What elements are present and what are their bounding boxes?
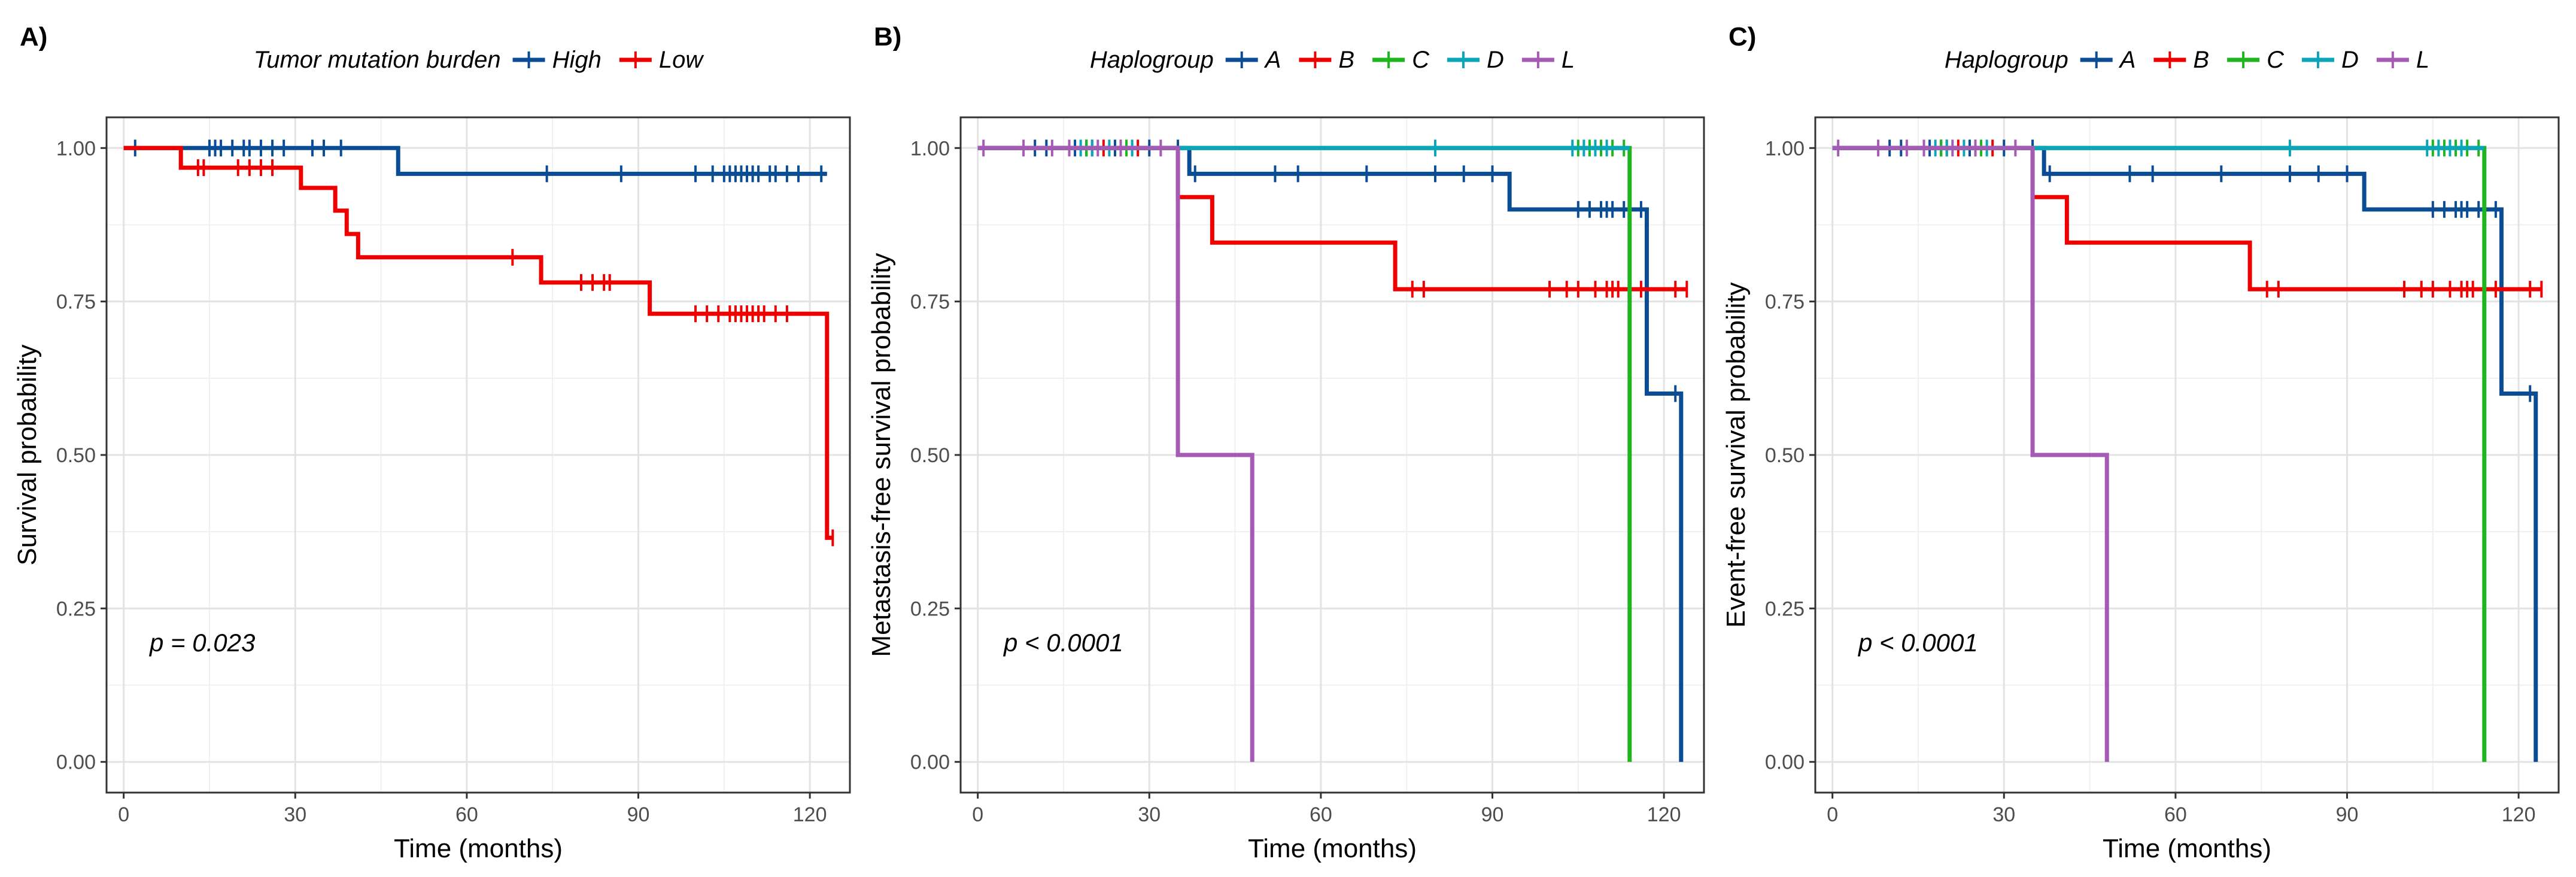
x-tick-label: 30 (1992, 803, 2015, 826)
x-tick-label: 0 (1827, 803, 1838, 826)
km-curve-low (123, 145, 833, 540)
x-tick-label: 30 (1138, 803, 1161, 826)
legend-label: Low (659, 47, 704, 73)
y-tick-label: 0.75 (56, 291, 96, 314)
legend-item-d: D (1447, 47, 1504, 73)
y-tick-label: 0.50 (1765, 444, 1805, 467)
y-tick-label: 0.00 (910, 751, 950, 774)
x-tick-label: 0 (118, 803, 129, 826)
legend-label: A (2119, 47, 2136, 73)
series-low (123, 145, 834, 547)
legend: Haplogroup A B C D L (1090, 47, 1575, 73)
legend-label: A (1264, 47, 1281, 73)
y-tick-label: 0.50 (910, 444, 950, 467)
legend: Haplogroup A B C D L (1945, 47, 2429, 73)
y-tick-label: 0.75 (1765, 291, 1805, 314)
y-tick-label: 0.25 (1765, 597, 1805, 620)
series-high (123, 139, 827, 183)
km-panel-1: 0 30 60 90 120 0.00 0.25 0.50 0.75 1.00 p = 0.023 T… (13, 22, 851, 863)
y-axis-title: Metastasis-free survival probability (867, 253, 896, 657)
legend-title: Haplogroup (1090, 47, 1214, 73)
x-tick-label: 60 (2164, 803, 2187, 826)
legend-item-high: High (512, 47, 602, 73)
legend-item-a: A (1225, 47, 1281, 73)
panel-border (1814, 116, 2560, 794)
x-axis-title: Time (months) (1248, 834, 1417, 863)
legend-label: L (2416, 47, 2429, 73)
p-value: p = 0.023 (148, 629, 255, 657)
y-tick-label: 1.00 (1765, 137, 1805, 160)
legend-label: High (552, 47, 602, 73)
legend-item-b: B (1299, 47, 1354, 73)
x-tick-label: 60 (455, 803, 478, 826)
panel-border (959, 116, 1705, 794)
p-value: p < 0.0001 (1857, 629, 1978, 657)
y-tick-label: 0.00 (56, 751, 96, 774)
legend-item-low: Low (619, 47, 704, 73)
x-tick-label: 120 (1647, 803, 1681, 826)
km-curve-l (1832, 145, 2109, 762)
legend-item-a: A (2080, 47, 2136, 73)
panel-letter: A) (20, 22, 47, 51)
x-tick-label: 30 (284, 803, 306, 826)
legend-label: C (1412, 47, 1430, 73)
legend-item-c: C (2227, 47, 2285, 73)
x-tick-label: 0 (972, 803, 983, 826)
x-tick-label: 120 (2502, 803, 2536, 826)
legend-item-l: L (2376, 47, 2429, 73)
km-panel-3: 0 30 60 90 120 0.00 0.25 0.50 0.75 1.00 p < 0.0001… (1721, 22, 2560, 863)
x-tick-label: 60 (1310, 803, 1332, 826)
y-tick-label: 0.25 (910, 597, 950, 620)
y-tick-label: 1.00 (56, 137, 96, 160)
x-tick-label: 90 (1481, 803, 1504, 826)
panel-letter: B) (874, 22, 901, 51)
legend-item-c: C (1372, 47, 1430, 73)
y-axis-title: Event-free survival probability (1721, 282, 1751, 627)
y-tick-label: 0.25 (56, 597, 96, 620)
legend-title: Tumor mutation burden (254, 47, 501, 73)
x-axis-title: Time (months) (394, 834, 563, 863)
km-curve-a (1832, 145, 2538, 762)
p-value: p < 0.0001 (1003, 629, 1123, 657)
legend-label: D (2341, 47, 2359, 73)
legend-label: C (2267, 47, 2285, 73)
legend-label: B (2193, 47, 2209, 73)
panel-letter: C) (1729, 22, 1756, 51)
legend-item-b: B (2153, 47, 2209, 73)
legend: Tumor mutation burden High Low (254, 47, 705, 73)
legend-label: B (1338, 47, 1354, 73)
panel-border (105, 116, 851, 794)
y-tick-label: 0.00 (1765, 751, 1805, 774)
x-tick-label: 90 (627, 803, 650, 826)
legend-label: L (1562, 47, 1575, 73)
legend-label: D (1487, 47, 1504, 73)
legend-item-d: D (2301, 47, 2359, 73)
series-l (977, 139, 1254, 762)
x-tick-label: 90 (2336, 803, 2359, 826)
y-tick-label: 0.75 (910, 291, 950, 314)
series-a (1832, 139, 2538, 762)
km-curve-l (977, 145, 1254, 762)
x-tick-label: 120 (793, 803, 827, 826)
legend-title: Haplogroup (1945, 47, 2068, 73)
series-l (1832, 139, 2109, 762)
km-curve-a (977, 145, 1684, 762)
km-panel-2: 0 30 60 90 120 0.00 0.25 0.50 0.75 1.00 p < 0.0001… (867, 22, 1705, 863)
y-tick-label: 1.00 (910, 137, 950, 160)
x-axis-title: Time (months) (2103, 834, 2271, 863)
legend-item-l: L (1521, 47, 1575, 73)
y-axis-title: Survival probability (13, 344, 42, 565)
y-tick-label: 0.50 (56, 444, 96, 467)
